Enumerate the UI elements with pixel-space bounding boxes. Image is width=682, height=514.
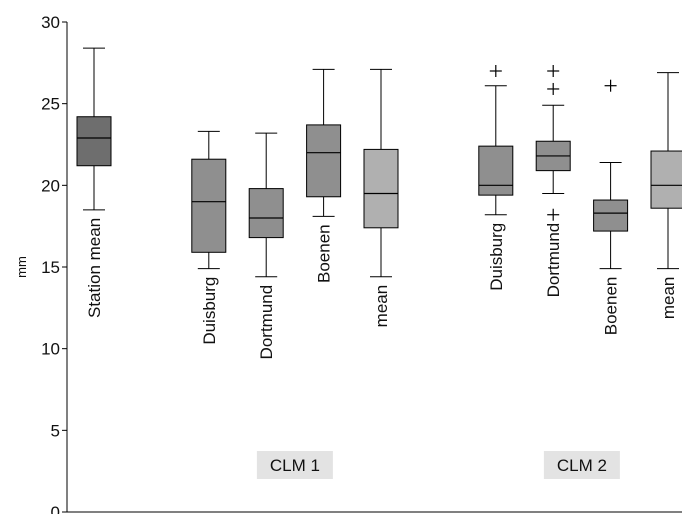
group-label: CLM 1 xyxy=(270,456,320,475)
y-tick-label: 0 xyxy=(51,503,60,514)
box-label: Duisburg xyxy=(200,277,219,345)
box-label: Station mean xyxy=(85,218,104,318)
box-iqr xyxy=(191,158,227,253)
box-label: Duisburg xyxy=(487,223,506,291)
box-iqr xyxy=(363,148,399,229)
box-iqr xyxy=(650,150,682,209)
box-iqr xyxy=(248,188,284,239)
y-tick-label: 10 xyxy=(41,340,60,359)
group-label-background xyxy=(256,451,333,479)
box-label: mean xyxy=(659,277,678,320)
box-iqr xyxy=(76,116,112,167)
y-tick-label: 30 xyxy=(41,13,60,32)
y-tick-label: 20 xyxy=(41,176,60,195)
box-label: mean xyxy=(372,285,391,328)
y-tick-label: 25 xyxy=(41,95,60,114)
box-label: Dortmund xyxy=(257,285,276,360)
box-label: Boenen xyxy=(315,224,334,283)
y-tick-label: 15 xyxy=(41,258,60,277)
y-axis-title: mm xyxy=(14,256,29,278)
y-tick-label: 5 xyxy=(51,421,60,440)
box-iqr xyxy=(478,145,514,196)
box-iqr xyxy=(593,199,629,232)
box-iqr xyxy=(306,124,342,198)
group-label: CLM 2 xyxy=(557,456,607,475)
box-label: Boenen xyxy=(602,277,621,336)
group-label-background xyxy=(543,451,620,479)
box-label: Dortmund xyxy=(544,223,563,298)
